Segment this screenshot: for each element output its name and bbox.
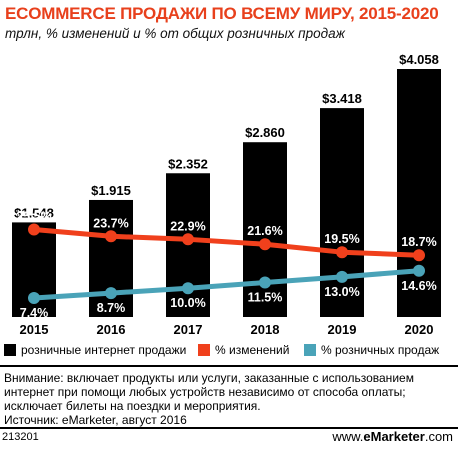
bar-value-label: $2.352: [168, 156, 208, 171]
pct-retail-label: 14.6%: [401, 279, 436, 293]
year-label: 2019: [328, 322, 357, 337]
chart-subtitle: трлн, % изменений и % от общих розничных…: [5, 26, 345, 41]
bar-value-label: $2.860: [245, 125, 285, 140]
pct-change-label: 25.5%: [16, 209, 51, 223]
divider-top: [0, 365, 458, 367]
legend-item-online-sales: розничные интернет продажи: [4, 343, 186, 357]
pct-change-label: 18.7%: [401, 235, 436, 249]
legend-swatch: [304, 344, 316, 356]
pct-change-point: [28, 223, 40, 236]
pct-change-point: [336, 246, 348, 259]
chart-id: 213201: [2, 431, 39, 443]
pct-change-point: [413, 249, 425, 262]
pct-change-line: [31, 226, 422, 258]
year-label: 2020: [405, 322, 434, 337]
bar-value-label: $1.548: [14, 205, 54, 220]
brand-logo: www.eMarketer.com: [332, 429, 453, 444]
pct-change-label: 19.5%: [324, 232, 359, 246]
note-text: Внимание: включает продукты или услуги, …: [4, 371, 414, 413]
pct-retail-point: [336, 270, 348, 283]
pct-retail-label: 8.7%: [97, 301, 126, 315]
pct-change-label: 22.9%: [170, 219, 205, 233]
pct-retail-label: 7.4%: [20, 306, 49, 320]
note-block: Внимание: включает продукты или услуги, …: [4, 371, 456, 427]
legend-item-pct-retail: % розничных продаж: [304, 343, 439, 357]
chart-area: $1.548 $1.915 $2.352 $2.860 $3.418 $4.058 25.…: [12, 52, 441, 337]
year-label: 2015: [20, 322, 49, 337]
source-text: Источник: eMarketer, август 2016: [4, 413, 187, 427]
year-label: 2018: [251, 322, 280, 337]
bar-value-label: $3.418: [322, 91, 362, 106]
pct-retail-point: [28, 292, 40, 305]
brand-suffix: .com: [424, 429, 453, 444]
pct-retail-point: [259, 276, 271, 289]
legend-swatch: [198, 344, 210, 356]
pct-retail-line: [31, 268, 422, 301]
legend-swatch: [4, 344, 16, 356]
pct-retail-point: [105, 287, 117, 300]
pct-retail-point: [182, 282, 194, 295]
year-label: 2016: [97, 322, 126, 337]
pct-retail-label: 10.0%: [170, 296, 205, 310]
year-label: 2017: [174, 322, 203, 337]
pct-retail-label: 11.5%: [248, 291, 283, 305]
legend-item-pct-change: % изменений: [198, 343, 289, 357]
pct-change-point: [259, 238, 271, 251]
pct-retail-point: [413, 264, 425, 277]
legend-label: розничные интернет продажи: [21, 343, 187, 357]
brand-prefix: www.: [332, 429, 364, 444]
legend-label: % розничных продаж: [321, 343, 440, 357]
pct-change-point: [105, 230, 117, 243]
pct-change-label: 23.7%: [93, 216, 128, 230]
divider-bottom: [0, 427, 458, 429]
legend-label: % изменений: [215, 343, 290, 357]
pct-retail-label: 13.0%: [324, 285, 359, 299]
bar-value-label: $4.058: [399, 52, 439, 67]
brand-name: eMarketer: [363, 429, 425, 444]
pct-change-label: 21.6%: [247, 224, 282, 238]
bar-value-label: $1.915: [91, 183, 131, 198]
chart-title: ECOMMERCE ПРОДАЖИ ПО ВСЕМУ МИРУ, 2015-20…: [5, 4, 439, 23]
pct-change-point: [182, 233, 194, 246]
